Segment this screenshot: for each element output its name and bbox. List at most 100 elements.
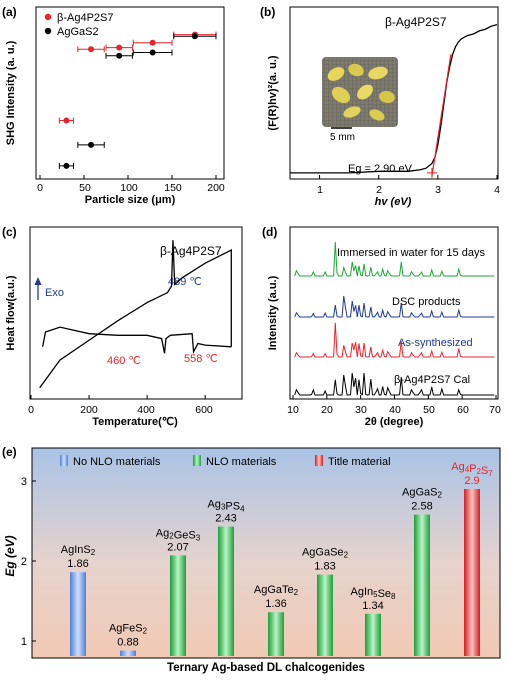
panel-b-ylabel: (F(R)hv)²(a. u.) — [267, 55, 279, 130]
legend-title-material: Title material — [328, 456, 391, 468]
legend-aggas2: AgGaS2 — [57, 26, 99, 38]
panel-a-legend: β-Ag4P2S7 AgGaS2 — [44, 12, 113, 38]
label-as-synthesized: As-synthesized — [398, 337, 473, 349]
label-dsc: DSC products — [392, 296, 461, 308]
ag4p2s7-point — [88, 46, 95, 53]
ag4p2s7-point — [149, 39, 156, 46]
bar-AgGaTe2 — [268, 612, 284, 656]
bar-value-label: 1.36 — [265, 598, 286, 610]
legend-red-dot — [44, 13, 52, 21]
panel-c-xlabel: Temperature(℃) — [92, 416, 178, 428]
panel-d-xlabel: 2θ (degree) — [365, 416, 424, 428]
bar-value-label: 1.86 — [67, 558, 88, 570]
y-tick-label: 3 — [21, 476, 27, 488]
bar-Ag2GeS3 — [170, 555, 186, 656]
legend-swatch-nlo — [193, 455, 201, 466]
arrow-up-icon — [34, 277, 42, 285]
panel-d-xticks: 10 20 30 40 50 60 70 — [287, 404, 501, 416]
panel-d-xtick: 10 — [287, 404, 299, 416]
panel-e-xlabel: Ternary Ag-based DL chalcogenides — [167, 662, 365, 674]
panel-c: (c) Heat flow(a.u.) Temperature(℃) β-Ag4… — [2, 225, 243, 428]
category-label-part: S — [481, 465, 488, 477]
panel-c-xtick: 200 — [80, 404, 98, 416]
label-cal: β-Ag4P2S7 Cal — [394, 374, 470, 386]
inset-scale-label: 5 mm — [330, 132, 355, 143]
panel-c-xtick: 600 — [195, 404, 213, 416]
panel-c-xtick: 400 — [137, 404, 155, 416]
annotation-489: 489 ℃ — [168, 276, 202, 288]
panel-a-frame — [35, 6, 225, 180]
legend-nlo: NLO materials — [206, 456, 277, 468]
bar-category-label: AgGaTe2 — [254, 584, 299, 597]
ag4p2s7-point — [63, 117, 70, 124]
panel-c-xtick: 0 — [28, 404, 34, 416]
panel-a-xlabel: Particle size (μm) — [85, 194, 176, 206]
category-label-part: 4 — [240, 505, 245, 514]
category-label-part: AgGaTe — [254, 584, 294, 596]
xrd-pattern — [294, 295, 495, 318]
panel-a: (a) SHG Intensity (a. u.) Particle size … — [2, 5, 225, 206]
panel-b-frame — [289, 6, 499, 180]
category-label-part: 8 — [391, 592, 396, 601]
bar-AgGaS2 — [414, 514, 430, 656]
panel-e-plot: 1231.86AgInS20.88AgFeS22.07Ag2GeS32.43Ag… — [21, 461, 493, 656]
category-label-part: PS — [225, 501, 240, 513]
category-label-part: GeS — [174, 529, 196, 541]
legend-swatch-title — [315, 455, 323, 466]
xrd-pattern — [294, 322, 495, 358]
bar-category-label: AgFeS2 — [109, 623, 148, 636]
category-label-part: 2 — [143, 627, 148, 636]
category-label-part: 7 — [488, 469, 493, 478]
panel-b: (b) (F(R)hv)²(a. u.) hv (eV) β-Ag4P2S7 1… — [260, 5, 500, 208]
panel-e-legend: No NLO materials NLO materials Title mat… — [60, 455, 391, 468]
panel-c-label: (c) — [2, 225, 17, 239]
panel-b-xtick: 2 — [376, 184, 382, 196]
bar-value-label: 0.88 — [117, 637, 138, 649]
ag4p2s7-point — [116, 44, 123, 51]
panel-c-ylabel: Heat flow(a.u.) — [5, 275, 17, 351]
panel-d-xtick: 40 — [389, 404, 401, 416]
label-immersed: Immersed in water for 15 days — [337, 247, 485, 259]
panel-a-label: (a) — [2, 5, 17, 19]
category-label-part: Se — [378, 588, 391, 600]
y-tick-label: 1 — [21, 636, 27, 648]
category-label-part: Ag — [451, 461, 464, 473]
bar-category-label: Ag4P2S7 — [451, 461, 493, 478]
exo-label: Exo — [45, 287, 64, 299]
tangent-line — [431, 54, 452, 177]
category-label-part: 3 — [196, 533, 201, 542]
panel-b-title: β-Ag4P2S7 — [385, 15, 447, 29]
legend-no-nlo: No NLO materials — [73, 456, 161, 468]
panel-c-title: β-Ag4P2S7 — [160, 244, 222, 258]
category-label-part: 2 — [294, 588, 299, 597]
panel-d-xtick: 20 — [321, 404, 333, 416]
category-label-part: 2 — [344, 551, 349, 560]
panel-b-xtick: 4 — [494, 184, 500, 196]
category-label-part: Ag — [207, 499, 220, 511]
aggas2-point — [191, 33, 198, 40]
panel-d-xtick: 70 — [489, 404, 501, 416]
legend-ag4p2s7: β-Ag4P2S7 — [57, 12, 113, 24]
panel-d-ylabel: Intensity (a.u.) — [267, 275, 279, 350]
bar-Ag4P2S7 — [464, 489, 480, 656]
panel-b-xtick: 1 — [317, 184, 323, 196]
category-label-part: AgGaSe — [302, 547, 344, 559]
panel-d-plot — [292, 241, 497, 399]
panel-b-xlabel: hv (eV) — [375, 196, 412, 208]
bar-Ag3PS4 — [218, 526, 234, 656]
annotation-460: 460 ℃ — [107, 355, 141, 367]
category-label-part: 2 — [477, 467, 482, 476]
bar-AgIn5Se8 — [365, 613, 381, 656]
legend-swatch-none — [60, 455, 68, 466]
annotation-558: 558 ℃ — [184, 353, 218, 365]
panel-b-plot — [290, 24, 498, 179]
panel-a-xtick: 200 — [207, 182, 225, 194]
panel-d-xtick: 60 — [457, 404, 469, 416]
exo-arrow: Exo — [34, 277, 64, 300]
category-label-part: 2 — [169, 531, 174, 540]
bar-value-label: 2.43 — [215, 513, 236, 525]
aggas2-point — [149, 49, 156, 56]
bar-category-label: AgInS2 — [61, 544, 96, 557]
legend-black-dot — [44, 27, 52, 35]
bar-AgFeS2 — [120, 650, 136, 656]
